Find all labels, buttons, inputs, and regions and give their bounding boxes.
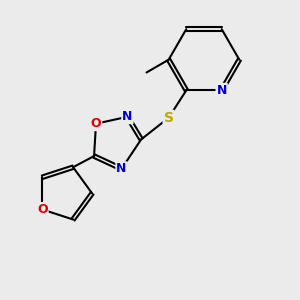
Text: O: O xyxy=(91,117,101,130)
Text: O: O xyxy=(37,203,48,216)
Text: N: N xyxy=(122,110,133,123)
Text: N: N xyxy=(217,84,227,97)
Text: S: S xyxy=(164,111,174,125)
Text: N: N xyxy=(116,162,127,175)
